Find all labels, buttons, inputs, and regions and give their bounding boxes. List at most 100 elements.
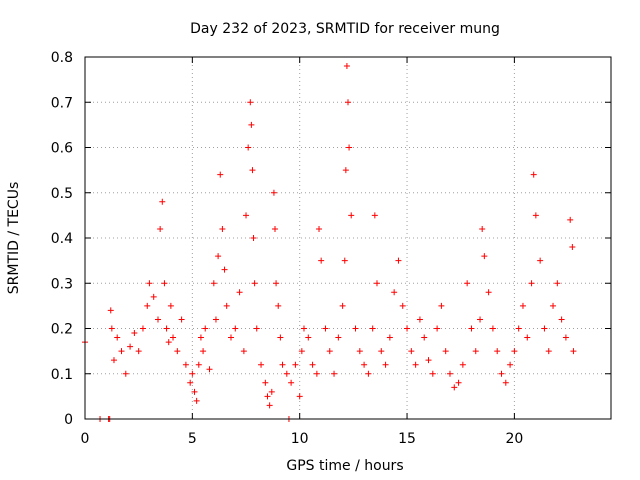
data-point bbox=[182, 361, 189, 368]
x-tick-label: 5 bbox=[188, 431, 197, 447]
data-point bbox=[421, 334, 428, 341]
data-point bbox=[107, 307, 114, 314]
y-axis-label: SRMTID / TECUs bbox=[6, 182, 22, 295]
data-point bbox=[524, 334, 531, 341]
data-point bbox=[144, 302, 151, 309]
data-point bbox=[395, 257, 402, 264]
data-point bbox=[412, 361, 419, 368]
data-point bbox=[275, 302, 282, 309]
y-tick-label: 0.2 bbox=[51, 322, 73, 338]
data-point bbox=[197, 334, 204, 341]
data-point bbox=[331, 370, 338, 377]
data-point bbox=[345, 99, 351, 106]
data-point bbox=[545, 348, 552, 355]
data-point bbox=[455, 379, 462, 386]
data-point bbox=[227, 334, 234, 341]
data-point bbox=[221, 266, 228, 273]
data-point bbox=[459, 361, 466, 368]
data-point bbox=[161, 280, 168, 287]
data-point bbox=[300, 325, 307, 332]
data-point bbox=[248, 121, 255, 128]
data-point bbox=[135, 348, 142, 355]
data-point bbox=[298, 348, 305, 355]
data-point bbox=[562, 334, 569, 341]
data-point bbox=[264, 393, 271, 400]
data-point bbox=[352, 325, 359, 332]
data-point bbox=[371, 212, 378, 219]
data-point bbox=[335, 334, 342, 341]
data-point bbox=[154, 316, 161, 323]
data-point bbox=[165, 339, 172, 346]
data-point bbox=[273, 280, 280, 287]
data-point bbox=[250, 235, 257, 241]
data-point bbox=[438, 302, 445, 309]
data-point bbox=[270, 189, 277, 196]
data-point bbox=[268, 388, 275, 395]
data-point bbox=[348, 212, 355, 219]
data-point bbox=[217, 171, 224, 178]
data-point bbox=[167, 302, 174, 309]
data-point bbox=[316, 225, 323, 232]
data-point bbox=[425, 357, 432, 364]
data-point bbox=[404, 325, 411, 332]
data-point bbox=[174, 348, 181, 355]
data-point bbox=[122, 370, 129, 377]
data-point bbox=[343, 63, 350, 70]
y-tick-label: 0.6 bbox=[51, 141, 73, 157]
data-point bbox=[369, 325, 376, 332]
data-point bbox=[373, 280, 380, 287]
data-point bbox=[118, 348, 125, 355]
data-point bbox=[485, 289, 492, 296]
data-point bbox=[481, 253, 488, 260]
data-point bbox=[541, 325, 548, 332]
data-point bbox=[139, 325, 146, 332]
y-tick-label: 0.8 bbox=[51, 50, 73, 66]
data-point bbox=[243, 212, 250, 219]
data-point bbox=[550, 302, 557, 309]
data-point bbox=[163, 325, 170, 332]
data-point bbox=[170, 334, 177, 341]
data-point bbox=[146, 280, 153, 287]
data-point bbox=[464, 280, 471, 287]
data-point bbox=[554, 280, 561, 287]
data-point bbox=[429, 370, 436, 377]
data-point bbox=[511, 348, 518, 355]
data-point bbox=[258, 361, 265, 368]
data-point bbox=[277, 334, 284, 341]
data-point bbox=[178, 316, 185, 323]
data-point bbox=[288, 379, 295, 386]
data-point bbox=[479, 225, 486, 232]
y-tick-label: 0.1 bbox=[51, 367, 73, 383]
data-point bbox=[507, 361, 514, 368]
axis-ticks: 0 0.1 0.2 0.3 0.4 0.5 0.6 0.7 0.8 0 5 10 15 20 bbox=[51, 50, 611, 447]
x-tick-label: 20 bbox=[505, 431, 523, 447]
data-point bbox=[567, 216, 574, 223]
data-point bbox=[210, 280, 217, 287]
data-point bbox=[386, 334, 393, 341]
data-point bbox=[341, 257, 348, 264]
data-point bbox=[416, 316, 423, 323]
grid-layer bbox=[85, 57, 611, 419]
data-point bbox=[494, 348, 501, 355]
data-point bbox=[528, 280, 535, 287]
data-point bbox=[569, 244, 576, 251]
data-point bbox=[262, 379, 269, 386]
data-point bbox=[477, 316, 484, 323]
y-tick-label: 0.5 bbox=[51, 186, 73, 202]
data-point bbox=[195, 361, 202, 368]
y-tick-label: 0.7 bbox=[51, 95, 73, 111]
data-point bbox=[296, 393, 303, 400]
data-point bbox=[191, 388, 198, 395]
data-point bbox=[408, 348, 415, 355]
data-point bbox=[519, 302, 526, 309]
data-point bbox=[309, 361, 316, 368]
data-point bbox=[240, 348, 247, 355]
data-point bbox=[313, 370, 320, 377]
data-point bbox=[434, 325, 441, 332]
data-point bbox=[219, 225, 226, 232]
data-point bbox=[266, 402, 273, 409]
data-point bbox=[215, 253, 222, 260]
data-point bbox=[472, 348, 479, 355]
data-point bbox=[399, 302, 406, 309]
